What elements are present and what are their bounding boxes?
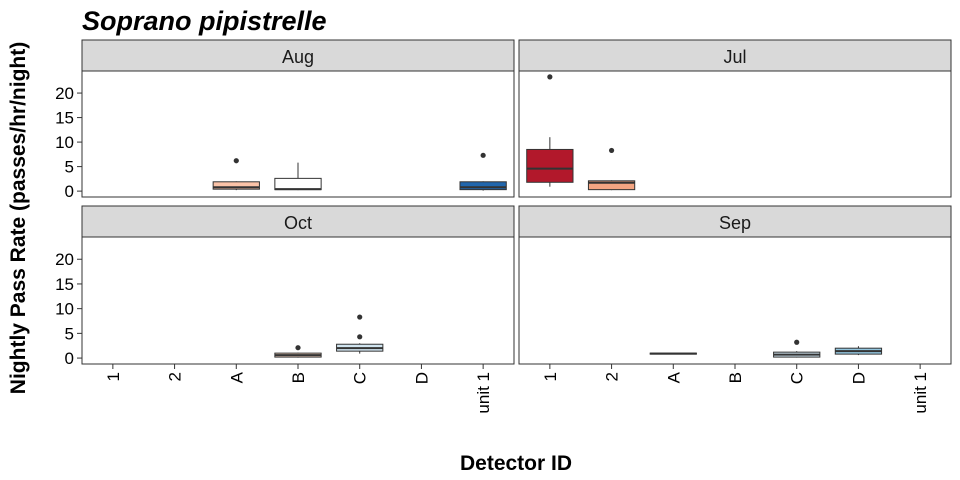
x-tick-label: D bbox=[849, 372, 868, 384]
x-tick-label: unit 1 bbox=[474, 372, 493, 414]
outlier-point bbox=[547, 74, 553, 80]
outlier-point bbox=[295, 345, 301, 351]
x-tick-label: 1 bbox=[541, 372, 560, 381]
y-tick-label: 10 bbox=[55, 133, 74, 152]
outlier-point bbox=[357, 314, 363, 320]
x-tick-label: 1 bbox=[104, 372, 123, 381]
plot-area bbox=[518, 70, 952, 198]
outlier-point bbox=[233, 158, 239, 164]
y-tick-label: 10 bbox=[55, 300, 74, 319]
chart-title: Soprano pipistrelle bbox=[82, 6, 327, 36]
x-tick-label: A bbox=[664, 371, 683, 383]
boxplot-c bbox=[773, 339, 821, 358]
boxplot-2 bbox=[587, 147, 636, 191]
facet-strip-label: Aug bbox=[282, 47, 314, 67]
outlier-point bbox=[357, 334, 363, 340]
x-tick-label: unit 1 bbox=[911, 372, 930, 414]
x-tick-label: B bbox=[289, 372, 308, 383]
x-tick-label: A bbox=[227, 371, 246, 383]
outlier-point bbox=[480, 152, 486, 158]
y-axis-title: Nightly Pass Rate (passes/hr/night) bbox=[7, 42, 30, 394]
facet-panel-aug: Aug 0 5 10 15 20 bbox=[55, 39, 515, 201]
y-tick-label: 5 bbox=[65, 324, 74, 343]
y-tick-label: 0 bbox=[65, 349, 74, 368]
x-tick-label: C bbox=[351, 372, 370, 384]
boxplot-a bbox=[649, 352, 697, 355]
x-axis-title: Detector ID bbox=[460, 452, 572, 475]
x-tick-label: 2 bbox=[166, 372, 185, 381]
boxplot-a bbox=[212, 158, 260, 191]
x-tick-label: B bbox=[726, 372, 745, 383]
box bbox=[587, 180, 636, 191]
facet-strip bbox=[518, 205, 952, 238]
boxplot-unit-1 bbox=[459, 152, 507, 191]
boxplot-d bbox=[834, 346, 883, 356]
box bbox=[212, 181, 260, 190]
boxplot-c bbox=[336, 314, 384, 354]
facet-strip-label: Oct bbox=[284, 213, 312, 233]
y-tick-label: 15 bbox=[55, 109, 74, 128]
y-tick-label: 15 bbox=[55, 275, 74, 294]
facet-strip bbox=[518, 39, 952, 72]
outlier-point bbox=[794, 339, 800, 345]
boxplot-b bbox=[274, 345, 322, 358]
box bbox=[459, 181, 507, 191]
outlier-point bbox=[608, 147, 615, 154]
facet-panel-jul: Jul bbox=[518, 39, 952, 198]
y-tick-label: 20 bbox=[55, 250, 74, 269]
y-tick-label: 20 bbox=[55, 84, 74, 103]
x-tick-label: D bbox=[412, 372, 431, 384]
box bbox=[274, 177, 322, 191]
boxplot-1 bbox=[526, 74, 574, 187]
plot-area bbox=[81, 236, 515, 365]
facet-strip bbox=[81, 205, 515, 238]
facet-strip bbox=[81, 39, 515, 72]
facet-strip-label: Sep bbox=[719, 213, 751, 233]
x-tick-label: 2 bbox=[603, 372, 622, 381]
facet-strip-label: Jul bbox=[723, 47, 746, 67]
x-tick-label: C bbox=[788, 372, 807, 384]
y-tick-label: 0 bbox=[65, 182, 74, 201]
plot-area bbox=[518, 236, 952, 365]
boxplot-b bbox=[274, 162, 322, 191]
box bbox=[526, 148, 574, 183]
y-tick-label: 5 bbox=[65, 158, 74, 177]
